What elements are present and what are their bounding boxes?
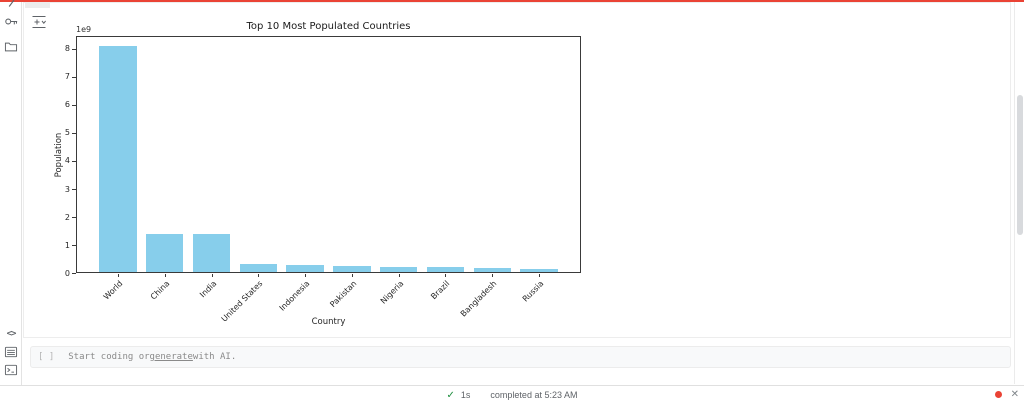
- y-tick-label: 6: [64, 100, 70, 110]
- placeholder-text-before: Start coding or: [68, 352, 150, 362]
- x-tick: [118, 274, 120, 277]
- y-axis-offset-text: 1e9: [76, 25, 92, 34]
- generate-with-ai-link[interactable]: generate: [149, 352, 193, 362]
- cell-output-area: Top 10 Most Populated Countries 1e9 Popu…: [23, 2, 1011, 338]
- left-icon-rail: <>: [0, 0, 22, 385]
- empty-code-cell[interactable]: [ ] Start coding or generate with AI.: [30, 346, 1011, 368]
- bar: [99, 46, 137, 273]
- x-tick: [211, 274, 213, 277]
- terminal-icon[interactable]: [3, 362, 19, 378]
- bar-chart-figure: Top 10 Most Populated Countries 1e9 Popu…: [24, 3, 1012, 339]
- progress-line: [0, 0, 1024, 2]
- x-tick: [492, 274, 494, 277]
- y-tick: [72, 189, 76, 190]
- key-icon[interactable]: [3, 13, 19, 29]
- x-tick: [445, 274, 447, 277]
- y-tick-label: 0: [64, 268, 70, 278]
- insert-cell-menu-icon[interactable]: [31, 15, 47, 29]
- scrollbar-track[interactable]: [1014, 2, 1024, 384]
- record-indicator-dot: [995, 391, 1002, 398]
- bar: [426, 267, 465, 273]
- scrollbar-thumb[interactable]: [1017, 95, 1023, 235]
- close-icon[interactable]: ✕: [1010, 389, 1019, 400]
- code-snippets-icon[interactable]: <>: [3, 326, 19, 342]
- execution-duration: 1s: [460, 390, 471, 400]
- y-tick-label: 8: [64, 44, 70, 54]
- y-tick-label: 1: [64, 240, 70, 250]
- bar: [520, 268, 558, 273]
- bar: [146, 233, 184, 273]
- y-axis-label: Population: [54, 132, 64, 178]
- bar: [379, 266, 418, 273]
- y-tick-label: 2: [64, 212, 70, 222]
- cell-editor-remnant: [25, 3, 50, 8]
- y-tick: [72, 48, 76, 50]
- code-snippets-glyph: <>: [6, 329, 17, 339]
- x-tick: [164, 274, 166, 277]
- x-tick: [538, 274, 540, 277]
- bar: [239, 263, 278, 273]
- cell-gutter-prompt: [ ]: [38, 352, 55, 362]
- bar: [333, 266, 371, 273]
- plot-box: [76, 36, 581, 273]
- x-tick: [305, 274, 307, 277]
- x-tick: [351, 274, 353, 277]
- search-icon[interactable]: [3, 0, 19, 12]
- y-tick: [72, 104, 76, 106]
- bar: [473, 268, 511, 273]
- completion-message: completed at 5:23 AM: [490, 390, 578, 400]
- check-icon: ✓: [446, 389, 455, 401]
- list-panel-icon[interactable]: [3, 344, 19, 360]
- y-tick-label: 3: [64, 184, 70, 194]
- x-axis-label: Country: [311, 317, 346, 327]
- bar: [192, 234, 231, 273]
- y-tick: [72, 273, 76, 274]
- x-tick: [258, 274, 260, 277]
- execution-status-bar: ✓ 1s completed at 5:23 AM: [0, 385, 1024, 404]
- folder-icon[interactable]: [3, 39, 19, 55]
- y-tick: [72, 160, 76, 162]
- y-tick-label: 7: [64, 72, 70, 82]
- y-tick: [72, 245, 76, 246]
- bar: [286, 265, 324, 273]
- y-tick-label: 4: [64, 156, 70, 166]
- y-tick: [72, 76, 76, 78]
- x-tick: [398, 274, 400, 277]
- chart-title: Top 10 Most Populated Countries: [246, 21, 411, 32]
- placeholder-text-after: with AI.: [192, 352, 237, 362]
- y-tick-label: 5: [64, 128, 70, 138]
- y-tick: [72, 217, 76, 218]
- y-tick: [72, 132, 76, 134]
- execution-status: ✓ 1s completed at 5:23 AM: [447, 390, 578, 401]
